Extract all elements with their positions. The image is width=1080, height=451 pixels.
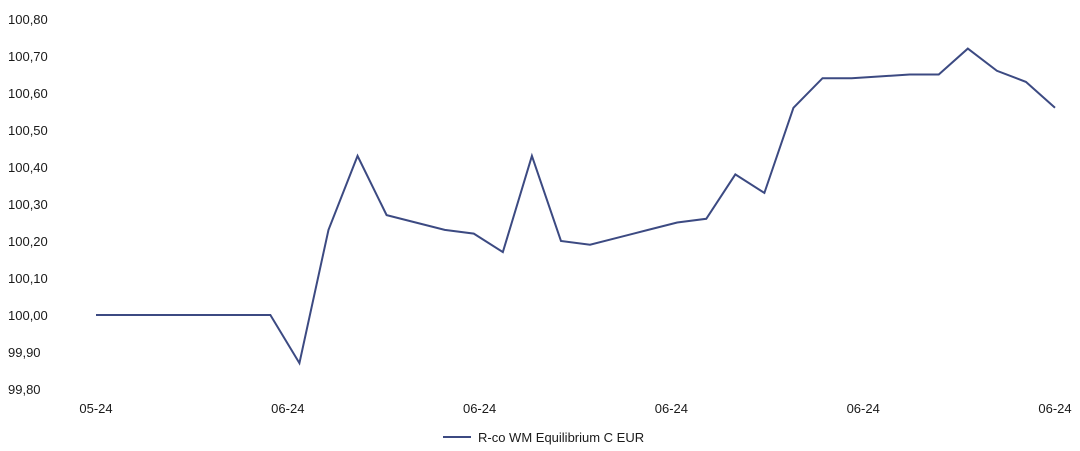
y-tick-label: 100,10 [8,271,48,286]
x-tick-label: 06-24 [655,401,688,416]
x-tick-label: 06-24 [463,401,496,416]
x-tick-label: 05-24 [79,401,112,416]
y-tick-label: 100,50 [8,123,48,138]
y-tick-label: 100,70 [8,49,48,64]
y-tick-label: 100,40 [8,160,48,175]
y-tick-label: 100,80 [8,12,48,27]
x-tick-label: 06-24 [1038,401,1071,416]
y-tick-label: 100,30 [8,197,48,212]
series-line [96,47,1056,366]
y-tick-label: 100,00 [8,308,48,323]
x-tick-label: 06-24 [271,401,304,416]
legend-label: R-co WM Equilibrium C EUR [478,430,644,445]
y-tick-label: 99,90 [8,345,41,360]
legend: R-co WM Equilibrium C EUR [443,430,644,445]
y-tick-label: 100,20 [8,234,48,249]
y-tick-label: 100,60 [8,86,48,101]
x-axis-labels: 05-24 06-24 06-24 06-24 06-24 06-24 [79,401,1071,416]
y-tick-label: 99,80 [8,382,41,397]
x-tick-label: 06-24 [847,401,880,416]
series-group [96,47,1056,366]
y-axis-labels: 99,80 99,90 100,00 100,10 100,20 100,30 100,40… [8,12,48,397]
